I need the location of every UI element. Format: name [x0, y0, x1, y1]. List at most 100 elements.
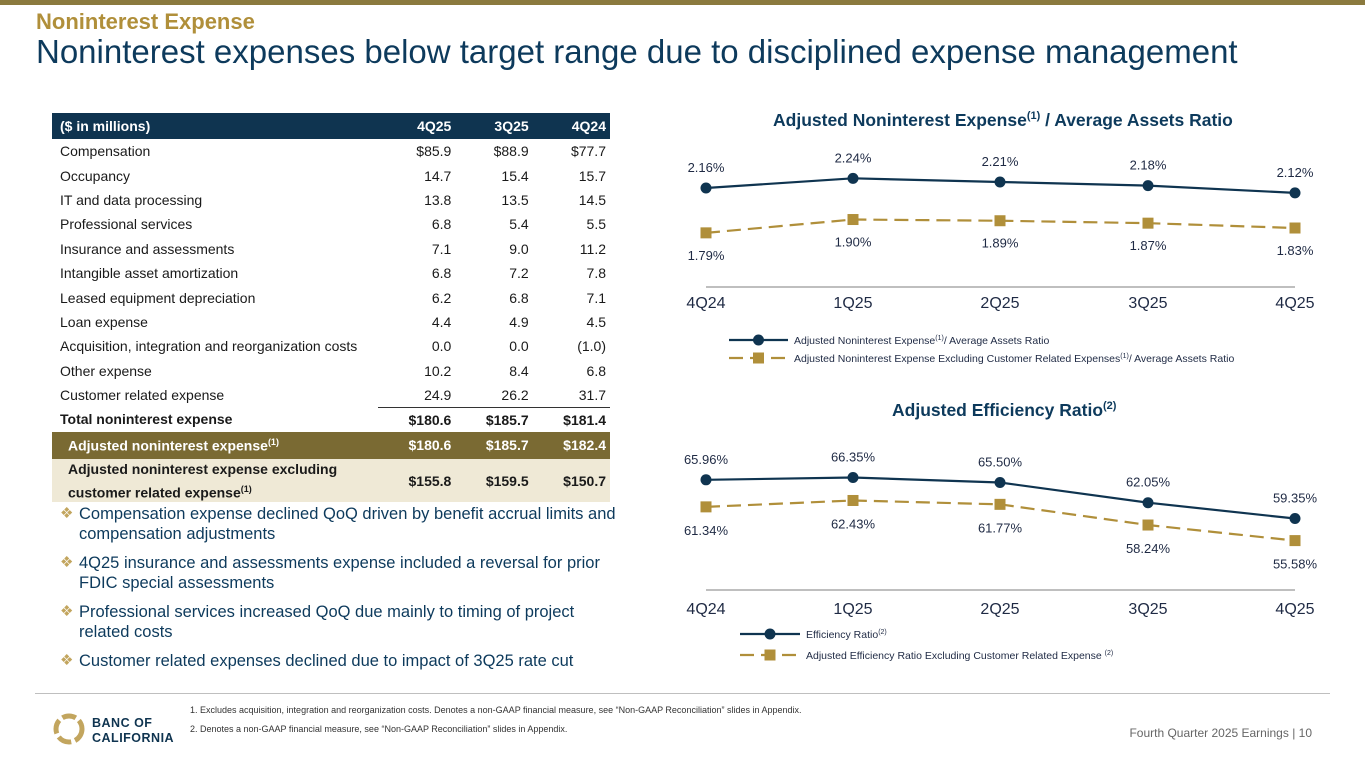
table-row: Professional services 6.8 5.4 5.5 [52, 212, 610, 236]
legend-suffix: / Average Assets Ratio [1129, 353, 1235, 365]
table-cell: $85.9 [416, 143, 452, 160]
table-row-label: Compensation [60, 143, 151, 160]
data-point [1142, 180, 1154, 192]
x-tick-label: 2Q25 [980, 295, 1019, 312]
legend-label: Adjusted Noninterest Expense(1)/ Average… [794, 335, 1049, 347]
data-label: 58.24% [1126, 541, 1171, 556]
x-tick-label: 4Q24 [686, 601, 725, 618]
legend-marker [764, 628, 776, 640]
bullet-text: 4Q25 insurance and assessments expense i… [79, 554, 600, 592]
data-point [994, 215, 1006, 227]
footnote-ref: (1) [935, 335, 944, 342]
total-row: Total noninterest expense $180.6 $185.7 … [52, 406, 610, 432]
total-value: $180.6 [378, 406, 456, 432]
data-point [1142, 217, 1154, 229]
chart2-title: Adjusted Efficiency Ratio(2) [892, 400, 1116, 421]
legend-name: Adjusted Efficiency Ratio Excluding Cust… [806, 650, 1105, 662]
footnote-ref: (1) [240, 483, 252, 494]
table-cell: 8.4 [509, 362, 529, 379]
footnotes: 1. Excludes acquisition, integration and… [190, 701, 802, 739]
table-cell: 4.4 [431, 313, 452, 330]
table-row-label: Acquisition, integration and reorganizat… [60, 338, 358, 355]
efficiency-ratio-chart: 4Q24 1Q25 2Q25 3Q25 4Q25 65.96% 66.35% 65.50% 62… [684, 450, 1318, 662]
diamond-bullet-icon: ❖ [60, 554, 74, 571]
data-label: 1.83% [1277, 243, 1314, 258]
data-label: 66.35% [831, 450, 876, 465]
table-cell: 6.8 [431, 216, 452, 233]
x-tick-label: 4Q24 [686, 295, 725, 312]
data-label: 59.35% [1273, 491, 1318, 506]
data-point [1289, 513, 1301, 525]
footnote-2: 2. Denotes a non-GAAP financial measure,… [190, 724, 568, 734]
data-point [700, 501, 712, 513]
table-cell: 14.5 [578, 191, 606, 208]
expense-table: ($ in millions) 4Q25 3Q25 4Q24 Compensat… [52, 113, 610, 503]
total-value: $181.4 [532, 406, 610, 432]
data-point [700, 227, 712, 239]
data-point [847, 172, 859, 184]
table-cell: 15.7 [578, 167, 606, 184]
legend-marker [753, 352, 764, 364]
table-cell: 31.7 [578, 386, 606, 403]
adjusted-excl-value: $150.7 [532, 458, 610, 503]
footnote-ref: (2) [1105, 650, 1114, 657]
bullet-item: ❖ Professional services increased QoQ due… [60, 602, 620, 642]
legend-marker [753, 334, 764, 346]
data-point [1289, 222, 1301, 234]
data-label: 55.58% [1273, 557, 1318, 572]
adjusted-excl-value: $159.5 [455, 458, 533, 503]
table-header-cell: 4Q25 [378, 113, 456, 139]
data-point [700, 474, 712, 486]
table-cell: 4.5 [586, 313, 606, 330]
bank-logo-icon [53, 713, 85, 745]
table-header-row: ($ in millions) 4Q25 3Q25 4Q24 [52, 113, 610, 139]
data-label: 65.96% [684, 452, 729, 467]
legend-label: Efficiency Ratio(2) [806, 629, 887, 641]
table-row-label: Insurance and assessments [60, 240, 235, 257]
table-cell: 5.4 [509, 216, 529, 233]
bank-logo-text: BANC OF CALIFORNIA [92, 716, 174, 746]
bullet-text: Compensation expense declined QoQ driven… [79, 505, 616, 543]
x-tick-label: 1Q25 [833, 601, 872, 618]
table-row: Other expense 10.2 8.4 6.8 [52, 359, 610, 383]
table-cell: 7.2 [509, 265, 529, 282]
section-label: Noninterest Expense [36, 9, 255, 34]
table-cell: 6.8 [431, 265, 452, 282]
footer-divider [35, 693, 1330, 694]
table-row: Compensation $85.9 $88.9 $77.7 [52, 139, 610, 163]
legend-label: Adjusted Noninterest Expense Excluding C… [794, 353, 1234, 365]
expense-ratio-chart: 4Q24 1Q25 2Q25 3Q25 4Q25 2.16% 2.24% 2.21% 2.18%… [686, 150, 1314, 365]
diamond-bullet-icon: ❖ [60, 505, 74, 522]
x-tick-label: 2Q25 [980, 601, 1019, 618]
x-tick-label: 4Q25 [1275, 295, 1314, 312]
data-point [1142, 497, 1154, 509]
table-cell: (1.0) [577, 338, 606, 355]
table-row-label: Occupancy [60, 167, 131, 184]
bullet-item: ❖ Customer related expenses declined due … [60, 651, 620, 671]
table-cell: 7.8 [586, 265, 606, 282]
table-row: Occupancy 14.7 15.4 15.7 [52, 163, 610, 187]
table-cell: 6.8 [586, 362, 606, 379]
bullet-text: Professional services increased QoQ due … [79, 603, 575, 641]
data-label: 1.79% [688, 248, 725, 263]
data-point [994, 477, 1006, 488]
table-cell: 7.1 [586, 289, 606, 306]
table-row-label: Professional services [60, 216, 193, 233]
table-row: Leased equipment depreciation 6.2 6.8 7.1 [52, 285, 610, 309]
legend-suffix: / Average Assets Ratio [944, 335, 1050, 347]
table-cell: 24.9 [424, 386, 452, 403]
data-point [994, 176, 1006, 188]
footnote-ref: (2) [1103, 400, 1117, 413]
data-point [847, 494, 859, 506]
data-label: 1.89% [982, 236, 1019, 251]
table-row: Insurance and assessments 7.1 9.0 11.2 [52, 237, 610, 261]
diamond-bullet-icon: ❖ [60, 652, 74, 669]
adjusted-label-text: Adjusted noninterest expense [68, 437, 268, 454]
footnote-ref: (2) [878, 629, 887, 636]
adjusted-excl-line1: Adjusted noninterest expense excluding [68, 460, 338, 477]
page-title: Noninterest expenses below target range … [36, 33, 1238, 70]
chart2-title-text: Adjusted Efficiency Ratio [892, 400, 1104, 420]
table-header-cell: 3Q25 [455, 113, 533, 139]
top-accent-bar [0, 0, 1365, 5]
logo-line2: CALIFORNIA [92, 731, 175, 745]
